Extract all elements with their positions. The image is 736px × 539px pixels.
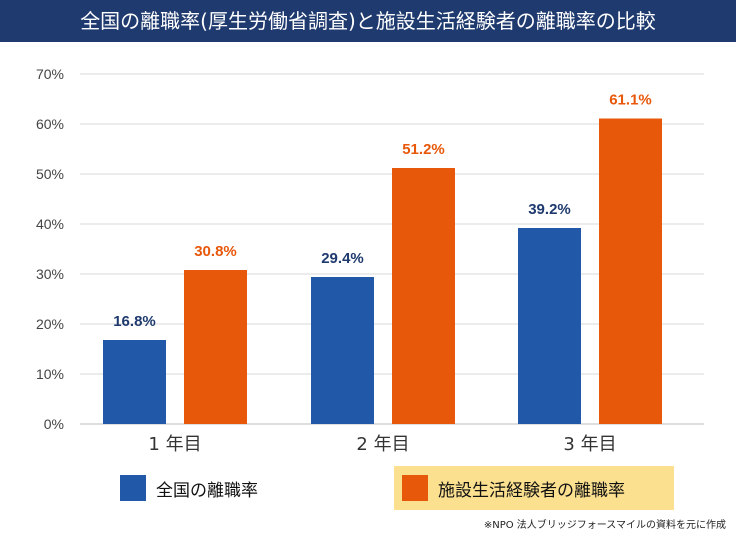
x-tick-label: 2 年目 (356, 434, 409, 455)
legend-item-facility: 施設生活経験者の離職率 (394, 466, 674, 510)
data-label-facility-2: 51.2% (402, 141, 445, 158)
data-label-national-1: 16.8% (113, 313, 156, 330)
data-label-facility-3: 61.1% (609, 92, 652, 109)
data-labels: 16.8% 30.8% 29.4% 51.2% 39.2% 61.1% (113, 92, 652, 331)
x-tick-label: 1 年目 (148, 434, 201, 455)
x-axis-ticks: 1 年目 2 年目 3 年目 (148, 434, 616, 455)
source-note: ※NPO 法人ブリッジフォースマイルの資料を元に作成 (483, 520, 726, 531)
data-label-facility-1: 30.8% (194, 243, 237, 260)
bar-national-3 (518, 228, 581, 424)
y-tick-label: 60% (36, 116, 64, 132)
y-tick-label: 30% (36, 266, 64, 282)
y-tick-label: 10% (36, 366, 64, 382)
legend-swatch-national (120, 475, 146, 501)
data-label-national-3: 39.2% (528, 201, 571, 218)
bar-national-1 (103, 340, 166, 424)
bar-facility-1 (184, 270, 247, 424)
bar-chart: 0% 10% 20% 30% 40% 50% 60% 70% 16.8% 30.8% 29.4% 5… (36, 66, 704, 455)
bar-national-2 (311, 277, 374, 424)
bars (103, 118, 662, 424)
y-tick-label: 0% (44, 416, 64, 432)
bar-facility-2 (392, 168, 455, 424)
y-tick-label: 40% (36, 216, 64, 232)
y-tick-label: 20% (36, 316, 64, 332)
legend-label-national: 全国の離職率 (156, 480, 258, 501)
y-tick-label: 70% (36, 66, 64, 82)
data-label-national-2: 29.4% (321, 250, 364, 267)
y-axis-ticks: 0% 10% 20% 30% 40% 50% 60% 70% (36, 66, 64, 432)
chart-title: 全国の離職率(厚生労働省調査)と施設生活経験者の離職率の比較 (0, 0, 736, 42)
x-tick-label: 3 年目 (563, 434, 616, 455)
y-tick-label: 50% (36, 166, 64, 182)
legend-item-national: 全国の離職率 (120, 466, 258, 510)
legend-label-facility: 施設生活経験者の離職率 (438, 480, 625, 501)
legend-swatch-facility (402, 475, 428, 501)
bar-facility-3 (599, 118, 662, 424)
